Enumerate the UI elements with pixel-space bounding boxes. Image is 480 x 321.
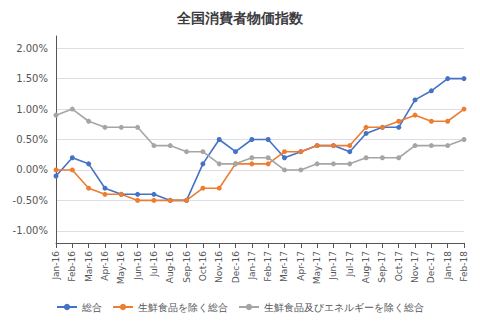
svg-text:Feb-16: Feb-16 (67, 251, 77, 282)
svg-text:May-16: May-16 (116, 251, 126, 284)
svg-text:Jun-17: Jun-17 (328, 251, 338, 281)
svg-text:Oct-16: Oct-16 (198, 251, 208, 282)
svg-text:Feb-17: Feb-17 (263, 251, 273, 282)
svg-text:Aug-16: Aug-16 (165, 251, 175, 284)
svg-text:総合: 総合 (81, 302, 102, 313)
svg-text:1.50%: 1.50% (16, 73, 48, 84)
svg-text:Oct-17: Oct-17 (394, 251, 404, 281)
svg-text:Sep-16: Sep-16 (182, 251, 192, 283)
svg-text:Jun-16: Jun-16 (133, 251, 143, 281)
svg-text:1.00%: 1.00% (16, 104, 48, 115)
svg-text:Jan-16: Jan-16 (51, 251, 61, 281)
svg-text:-0.50%: -0.50% (13, 195, 48, 206)
svg-text:Nov-17: Nov-17 (410, 251, 420, 283)
svg-text:Jan-17: Jan-17 (247, 251, 257, 281)
svg-text:全国消費者物価指数: 全国消費者物価指数 (176, 10, 304, 26)
svg-text:Dec-16: Dec-16 (231, 251, 241, 283)
svg-text:Apr-16: Apr-16 (100, 251, 110, 281)
svg-text:0.00%: 0.00% (16, 164, 48, 175)
svg-text:-1.00%: -1.00% (13, 225, 48, 236)
svg-text:生鮮食品を除く総合: 生鮮食品を除く総合 (138, 302, 228, 313)
svg-text:Nov-16: Nov-16 (214, 251, 224, 283)
svg-text:Dec-17: Dec-17 (426, 251, 436, 283)
svg-text:2.00%: 2.00% (16, 43, 48, 54)
svg-text:Sep-17: Sep-17 (377, 251, 387, 283)
svg-text:May-17: May-17 (312, 251, 322, 284)
svg-text:Mar-16: Mar-16 (84, 251, 94, 282)
svg-text:Apr-17: Apr-17 (296, 251, 306, 281)
svg-text:Aug-17: Aug-17 (361, 251, 371, 283)
svg-text:生鮮食品及びエネルギーを除く総合: 生鮮食品及びエネルギーを除く総合 (264, 302, 424, 313)
svg-text:Jul-16: Jul-16 (149, 251, 159, 278)
svg-text:Feb-18: Feb-18 (459, 251, 469, 282)
svg-text:Jan-18: Jan-18 (443, 251, 453, 281)
svg-text:0.50%: 0.50% (16, 134, 48, 145)
svg-text:Mar-17: Mar-17 (279, 251, 289, 282)
svg-text:Jul-17: Jul-17 (345, 251, 355, 278)
